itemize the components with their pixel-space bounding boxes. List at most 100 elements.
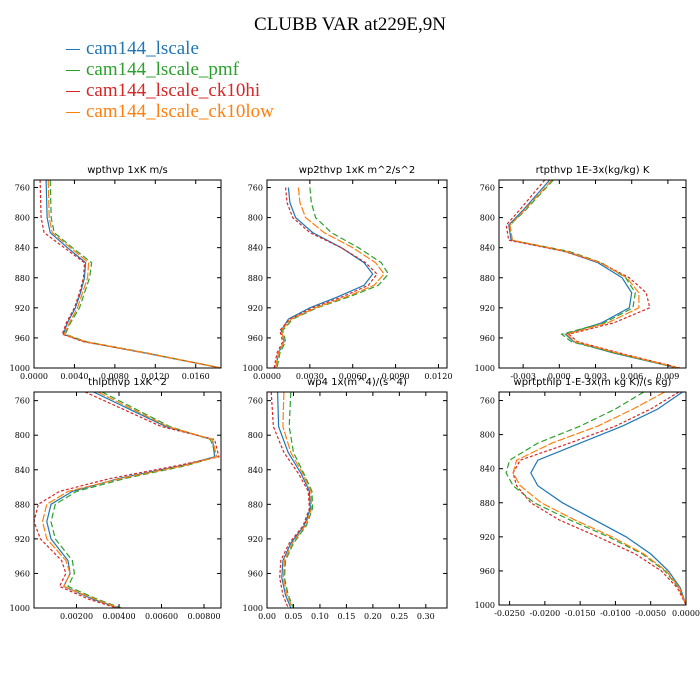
y-tick-label: 920 [15, 304, 30, 313]
series-line [39, 180, 221, 368]
x-tick-label: 0.006 [620, 372, 643, 381]
x-tick-label: -0.0200 [530, 609, 561, 618]
x-tick-label: 0.0000 [672, 609, 700, 618]
y-tick-label: 920 [480, 304, 495, 313]
plot-frame [33, 391, 222, 609]
y-tick-label: 840 [480, 465, 495, 474]
x-tick-label: 0.10 [311, 612, 329, 621]
series-line [509, 180, 679, 368]
y-tick-label: 800 [248, 431, 263, 440]
x-tick-label: 0.25 [390, 612, 408, 621]
panel-title: wprtpthlp 1-E-3x(m kg K)/(s kg) [514, 377, 672, 388]
legend-item: cam144_lscale_ck10hi [66, 80, 274, 101]
x-tick-label: 0.0160 [182, 372, 210, 381]
y-tick-label: 880 [480, 499, 495, 508]
series-line [276, 187, 390, 368]
plot-frame [498, 391, 687, 606]
y-tick-label: 760 [480, 184, 495, 193]
series-line [277, 392, 312, 608]
x-tick-label: 0.30 [417, 612, 435, 621]
x-tick-label: -0.0100 [600, 609, 631, 618]
y-tick-label: 840 [480, 244, 495, 253]
panel-title: thlpthvp 1xK^2 [88, 377, 167, 388]
y-tick-label: 760 [15, 184, 30, 193]
x-tick-label: -0.0050 [635, 609, 666, 618]
y-tick-label: 840 [15, 244, 30, 253]
panel-title: rtpthvp 1E-3x(kg/kg) K [536, 165, 650, 176]
legend-label: cam144_lscale_ck10low [86, 101, 274, 122]
series-line [283, 392, 314, 608]
plot-frame [33, 179, 222, 369]
series-line [46, 392, 216, 608]
legend-line-icon [66, 91, 80, 93]
series-line [270, 392, 311, 608]
x-tick-label: 0.0090 [382, 372, 410, 381]
series-line [509, 180, 678, 368]
y-tick-label: 1000 [10, 364, 30, 373]
y-tick-label: 760 [248, 184, 263, 193]
chart-panel: wp4 1x(m^4)/(s^4)76080084088092096010000… [243, 377, 448, 621]
y-tick-label: 760 [15, 397, 30, 406]
legend: cam144_lscale cam144_lscale_pmf cam144_l… [66, 38, 274, 122]
x-tick-label: 0.20 [364, 612, 382, 621]
y-tick-label: 800 [480, 431, 495, 440]
x-tick-label: 0.00200 [60, 612, 93, 621]
y-tick-label: 960 [248, 334, 263, 343]
chart-panel: wpthvp 1xK m/s76080084088092096010000.00… [10, 165, 222, 381]
x-tick-label: 0.0000 [253, 372, 281, 381]
series-line [530, 392, 686, 605]
series-line [49, 180, 221, 368]
x-tick-label: 0.00600 [145, 612, 178, 621]
x-tick-label: 0.15 [338, 612, 356, 621]
y-tick-label: 960 [15, 334, 30, 343]
y-tick-label: 920 [248, 535, 263, 544]
y-tick-label: 1000 [475, 601, 495, 610]
legend-item: cam144_lscale_ck10low [66, 101, 274, 122]
series-line [505, 392, 686, 605]
y-tick-label: 880 [15, 274, 30, 283]
chart-panel: thlpthvp 1xK^2 760 800 840 880 920 960 1000 0.00… [10, 377, 222, 621]
x-tick-label: 0.0030 [296, 372, 324, 381]
x-tick-label: 0.0040 [60, 372, 88, 381]
x-tick-label: 0.0120 [141, 372, 169, 381]
figure-title: CLUBB VAR at229E,9N [254, 14, 446, 35]
x-tick-label: 0.00800 [187, 612, 220, 621]
y-tick-label: 800 [480, 214, 495, 223]
y-tick-label: 800 [15, 214, 30, 223]
chart-panel: wp2thvp 1xK m^2/s^2 760 800 840 880 920 960 100… [243, 165, 453, 381]
legend-line-icon [66, 49, 80, 51]
series-line [508, 180, 678, 368]
y-tick-label: 1000 [243, 364, 263, 373]
y-tick-label: 960 [248, 569, 263, 578]
y-tick-label: 880 [248, 274, 263, 283]
x-tick-label: 0.0080 [101, 372, 129, 381]
series-line [47, 180, 221, 368]
plot-frame [498, 179, 687, 369]
y-tick-label: 760 [480, 397, 495, 406]
legend-label: cam144_lscale_ck10hi [86, 80, 261, 101]
x-tick-label: -0.0250 [494, 609, 525, 618]
y-tick-label: 840 [248, 466, 263, 475]
y-tick-label: 880 [480, 274, 495, 283]
series-line [505, 180, 681, 368]
series-line [512, 392, 686, 605]
x-tick-label: 0.009 [656, 372, 679, 381]
x-tick-label: -0.0150 [565, 609, 596, 618]
x-tick-label: -0.003 [510, 372, 536, 381]
legend-label: cam144_lscale_pmf [86, 59, 240, 80]
series-line [273, 187, 378, 368]
y-tick-label: 960 [480, 334, 495, 343]
panel-title: wp4 1x(m^4)/(s^4) [307, 377, 407, 388]
series-line [45, 180, 221, 368]
x-tick-label: 0.0060 [339, 372, 367, 381]
x-tick-label: 0.00 [258, 612, 276, 621]
series-line [275, 187, 385, 368]
y-tick-label: 1000 [10, 604, 30, 613]
y-tick-label: 840 [248, 244, 263, 253]
y-tick-label: 960 [15, 569, 30, 578]
y-tick-label: 800 [15, 431, 30, 440]
x-tick-label: 0.000 [548, 372, 571, 381]
y-tick-label: 880 [248, 500, 263, 509]
legend-label: cam144_lscale [86, 38, 199, 59]
